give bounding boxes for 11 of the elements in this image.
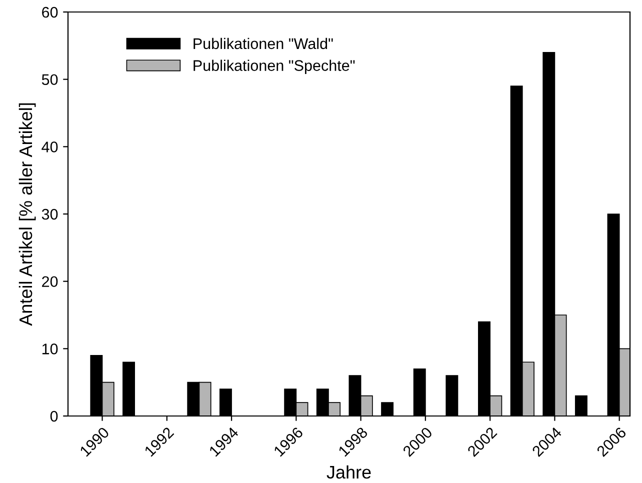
y-tick-label: 10 [42, 344, 58, 354]
y-tick-label: 50 [42, 74, 58, 86]
y-tick-label: 0 [50, 410, 58, 422]
x-axis-title: Jahre [326, 465, 371, 479]
legend-label: Publikationen "Wald" [194, 38, 333, 50]
y-tick-label: 30 [42, 208, 58, 220]
y-tick-label: 60 [42, 6, 58, 18]
y-tick-label: 20 [42, 276, 58, 288]
legend-label: Publikationen "Spechte" [194, 60, 355, 74]
y-axis-title: Anteil Artikel [% aller Artikel] [18, 103, 36, 326]
y-tick-label: 40 [42, 142, 58, 152]
